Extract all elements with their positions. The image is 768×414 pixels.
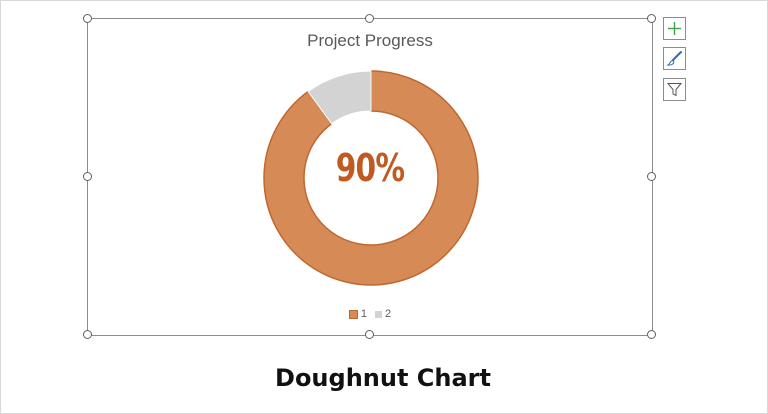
chart-filters-button[interactable]	[663, 78, 686, 101]
resize-handle-top-right[interactable]	[647, 14, 656, 23]
doughnut-slice-1[interactable]	[263, 70, 479, 286]
resize-handle-bottom-right[interactable]	[647, 330, 656, 339]
figure-caption: Doughnut Chart	[275, 364, 491, 392]
chart-elements-button[interactable]	[663, 17, 686, 40]
legend-item-2[interactable]: 2	[375, 308, 391, 320]
chart-title[interactable]: Project Progress	[307, 31, 433, 50]
legend-label-2: 2	[385, 308, 392, 320]
doughnut-slice-2[interactable]	[307, 70, 372, 125]
legend-swatch-2	[375, 310, 382, 318]
resize-handle-middle-left[interactable]	[83, 172, 92, 181]
chart-area[interactable]: Project Progress 90% 1 2	[87, 18, 653, 336]
paintbrush-icon	[666, 51, 682, 66]
resize-handle-top-left[interactable]	[83, 14, 92, 23]
chart-legend[interactable]: 1 2	[88, 308, 652, 320]
chart-styles-button[interactable]	[663, 47, 686, 70]
doughnut-plot[interactable]	[88, 19, 652, 335]
filter-icon	[667, 83, 682, 97]
legend-swatch-1	[348, 309, 358, 319]
resize-handle-bottom-center[interactable]	[365, 330, 374, 339]
resize-handle-middle-right[interactable]	[647, 172, 656, 181]
legend-label-1: 1	[360, 308, 367, 320]
resize-handle-top-center[interactable]	[365, 14, 374, 23]
resize-handle-bottom-left[interactable]	[83, 330, 92, 339]
center-value-label: 90%	[335, 146, 405, 190]
plus-icon	[668, 22, 681, 35]
legend-item-1[interactable]: 1	[348, 308, 367, 320]
